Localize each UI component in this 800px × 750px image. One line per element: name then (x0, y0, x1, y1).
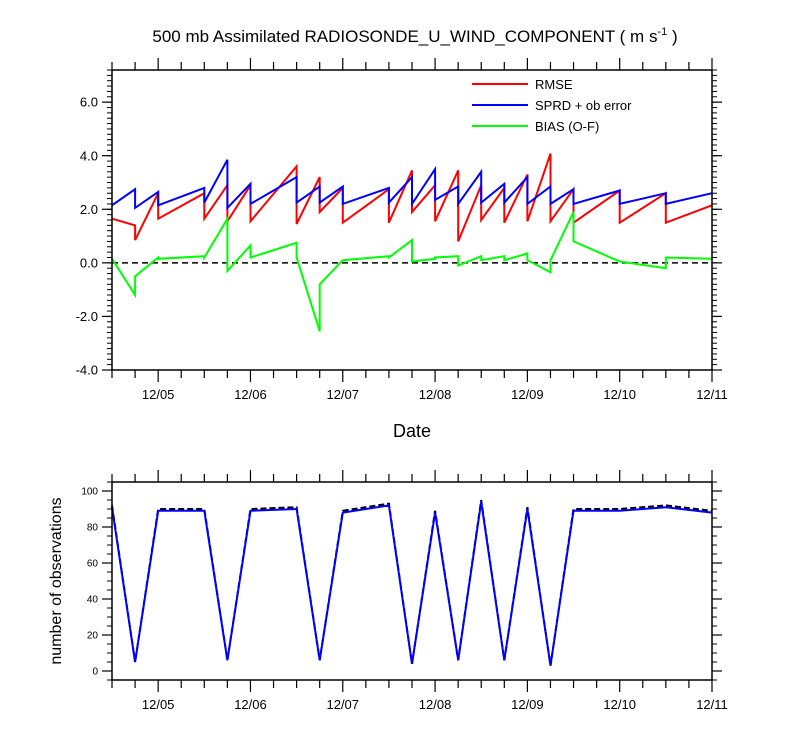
y-tick-label: 80 (87, 523, 99, 534)
x-tick-label: 12/08 (419, 697, 452, 712)
x-tick-label: 12/06 (234, 387, 267, 402)
y-tick-label: 0 (92, 667, 98, 678)
x-tick-label: 12/05 (142, 387, 175, 402)
x-tick-label: 12/08 (419, 387, 452, 402)
plot-frame (111, 69, 713, 371)
x-tick-label: 12/11 (696, 387, 728, 402)
x-tick-label: 12/06 (234, 697, 267, 712)
legend-label-sprd-ob-error: SPRD + ob error (535, 98, 632, 113)
y-tick-label: 2.0 (80, 202, 98, 217)
x-tick-label: 12/11 (696, 697, 728, 712)
chart-title-end: ) (667, 27, 677, 46)
x-tick-label: 12/09 (511, 387, 544, 402)
y-tick-label: 60 (87, 559, 99, 570)
chart-title-main: 500 mb Assimilated RADIOSONDE_U_WIND_COM… (152, 27, 657, 46)
y-tick-label: 6.0 (80, 95, 98, 110)
chart-title: 500 mb Assimilated RADIOSONDE_U_WIND_COM… (152, 26, 677, 46)
y-tick-label: 4.0 (80, 148, 98, 163)
series-line-sprd-ob-error (111, 159, 713, 211)
y-tick-label: 20 (87, 631, 99, 642)
y-tick-label: 0.0 (80, 255, 98, 270)
chart-title-superscript: -1 (657, 26, 667, 38)
x-tick-label: 12/05 (142, 697, 175, 712)
series-line-bias-o-f (111, 211, 713, 332)
top-chart: -4.0 -2.0 0.0 2.0 4.0 6.0 12/05 12/06 12/07 12/08… (76, 26, 728, 441)
x-tick-label: 12/07 (326, 387, 359, 402)
x-tick-label: 12/10 (603, 387, 636, 402)
y-tick-label: -2.0 (76, 309, 98, 324)
y-axis-label: number of observations (48, 497, 65, 664)
x-tick-label: 12/09 (511, 697, 544, 712)
legend-label-bias-o-f: BIAS (O-F) (535, 119, 599, 134)
y-tick-label: 40 (87, 595, 99, 606)
x-axis-label: Date (393, 421, 431, 441)
x-tick-label: 12/07 (326, 697, 359, 712)
series-line-assimilated (111, 501, 713, 666)
bottom-chart: 0 20 40 60 80 100 12/05 12/06 12/07 12/08 12/09 12/… (48, 470, 728, 712)
y-tick-label: -4.0 (76, 363, 98, 378)
y-tick-label: 100 (81, 487, 98, 498)
legend-label-rmse: RMSE (535, 77, 573, 92)
x-tick-label: 12/10 (603, 697, 636, 712)
series-line-possible (111, 499, 713, 666)
